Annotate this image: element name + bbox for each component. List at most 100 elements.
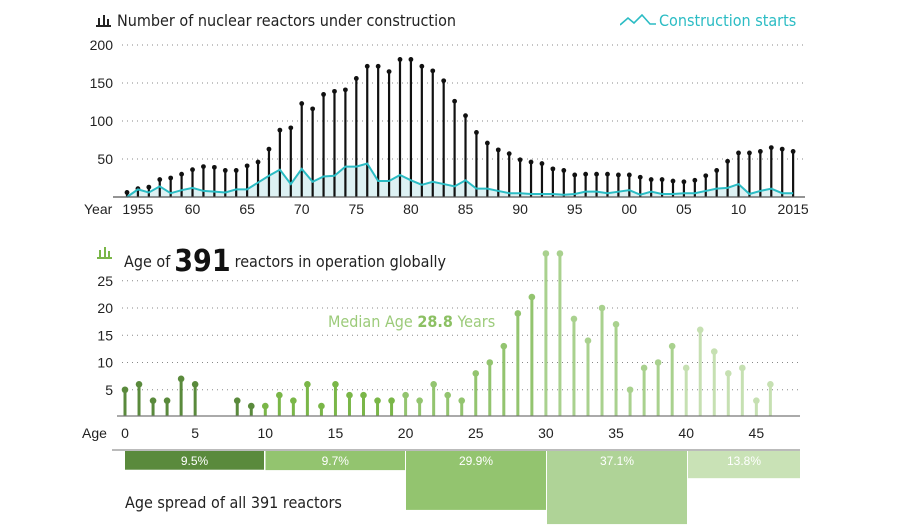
age-bar-dot xyxy=(767,381,774,388)
x-tick-label: 0 xyxy=(121,425,129,441)
reactor-count: 391 xyxy=(174,244,231,279)
y-tick-label: 50 xyxy=(97,151,113,167)
construction-bar-dot xyxy=(353,76,359,81)
construction-bar-dot xyxy=(670,178,676,184)
construction-bar-dot xyxy=(124,190,130,195)
age-bar-dot xyxy=(696,326,704,334)
construction-starts-area xyxy=(127,163,794,197)
construction-bar-dot xyxy=(626,172,632,178)
age-bar-dot xyxy=(668,342,676,350)
x-tick-label: 00 xyxy=(622,201,638,217)
spread-segment-label: 37.1% xyxy=(600,454,634,468)
construction-bar-dot xyxy=(255,159,261,165)
spread-segment xyxy=(547,451,687,525)
x-tick-label: 75 xyxy=(349,201,365,217)
spread-segment-label: 9.7% xyxy=(322,454,350,468)
construction-bar-dot xyxy=(419,63,425,69)
construction-bar-dot xyxy=(768,145,774,151)
bar-chart-icon xyxy=(96,12,112,32)
construction-bar-dot xyxy=(430,68,436,74)
y-tick-label: 5 xyxy=(105,382,113,398)
y-tick-label: 100 xyxy=(90,113,114,129)
construction-bar-dot xyxy=(495,147,501,153)
x-tick-label: 2015 xyxy=(778,201,809,217)
x-tick-label: 15 xyxy=(328,425,344,441)
construction-bar-dot xyxy=(757,149,763,154)
construction-bar-dot xyxy=(233,168,239,173)
construction-bar-dot xyxy=(244,163,250,169)
age-bar-dot xyxy=(191,381,199,388)
age-bar-icon-svg xyxy=(97,247,112,259)
spread-segment-label: 9.5% xyxy=(181,454,209,468)
age-bar-dot xyxy=(318,402,325,410)
construction-bar-dot xyxy=(179,171,185,177)
construction-bar-dot xyxy=(616,172,621,178)
y-tick-label: 150 xyxy=(90,75,114,91)
construction-bar-dot xyxy=(332,88,337,94)
median-prefix: Median Age xyxy=(328,312,413,331)
age-bar-dot xyxy=(163,397,171,404)
age-bar-dot xyxy=(500,342,508,350)
age-bar-dot xyxy=(388,397,395,404)
median-age-annotation: Median Age 28.8 Years xyxy=(328,312,495,331)
age-bar-dot xyxy=(753,397,760,404)
construction-bar-dot xyxy=(321,92,326,97)
construction-bar-dot xyxy=(277,127,283,133)
x-axis-label: Age xyxy=(82,425,107,441)
construction-bar-dot xyxy=(539,161,545,166)
age-bar-dot xyxy=(332,381,339,388)
chart-title-construction: Number of nuclear reactors under constru… xyxy=(117,11,456,30)
construction-bar-dot xyxy=(157,177,163,182)
construction-bar-dot xyxy=(168,175,174,181)
age-bar-dot xyxy=(724,370,732,377)
construction-bar-dot xyxy=(725,158,730,164)
spread-segment xyxy=(688,451,800,479)
x-tick-label: 20 xyxy=(398,425,414,441)
construction-bar-dot xyxy=(452,98,457,104)
age-bar-dot xyxy=(528,293,536,301)
spread-segment-label: 29.9% xyxy=(459,454,493,468)
construction-bar-dot xyxy=(375,63,381,69)
construction-bar-dot xyxy=(550,166,556,172)
x-tick-label: 80 xyxy=(403,201,419,217)
construction-bar-dot xyxy=(517,157,523,163)
x-tick-label: 40 xyxy=(678,425,694,441)
age-bar-dot xyxy=(430,381,437,388)
construction-bar-dot xyxy=(681,179,687,185)
age-bar-dot xyxy=(612,321,620,328)
construction-bar-dot xyxy=(484,140,490,146)
construction-bar-dot xyxy=(211,164,217,170)
construction-bar-dot xyxy=(528,159,534,165)
construction-bar-dot xyxy=(299,101,305,106)
age-bar-dot xyxy=(654,359,662,366)
x-tick-label: 1955 xyxy=(122,201,153,217)
median-value: 28.8 xyxy=(417,312,453,331)
age-bar-dot xyxy=(262,402,269,410)
construction-bar-dot xyxy=(605,171,610,177)
age-bar-dot xyxy=(346,391,353,399)
construction-bar-dot xyxy=(648,177,654,182)
x-tick-label: 85 xyxy=(458,201,474,217)
x-tick-label: 30 xyxy=(538,425,554,441)
age-bar-dot xyxy=(444,391,451,399)
construction-bar-dot xyxy=(266,146,272,152)
median-suffix: Years xyxy=(457,312,496,331)
age-bar-dot xyxy=(486,359,494,366)
construction-bar-dot xyxy=(408,57,414,62)
x-tick-label: 10 xyxy=(258,425,274,441)
construction-bar-dot xyxy=(310,106,316,112)
construction-bar-dot xyxy=(222,168,228,173)
construction-bar-dot xyxy=(506,151,512,157)
construction-bar-dot xyxy=(779,146,785,152)
age-bar-dot xyxy=(556,250,564,257)
age-bar-dot xyxy=(233,397,241,404)
x-tick-label: 90 xyxy=(512,201,528,217)
age-bar-dot xyxy=(374,397,381,404)
age-bar-dot xyxy=(290,397,297,404)
construction-bar-dot xyxy=(288,125,294,131)
construction-bar-dot xyxy=(583,171,589,177)
title-prefix: Age of xyxy=(124,252,171,271)
chart-title-age: Age of 391 reactors in operation globally xyxy=(124,240,446,279)
age-bar-dot xyxy=(416,397,423,404)
line-legend-icon-svg xyxy=(619,13,656,26)
